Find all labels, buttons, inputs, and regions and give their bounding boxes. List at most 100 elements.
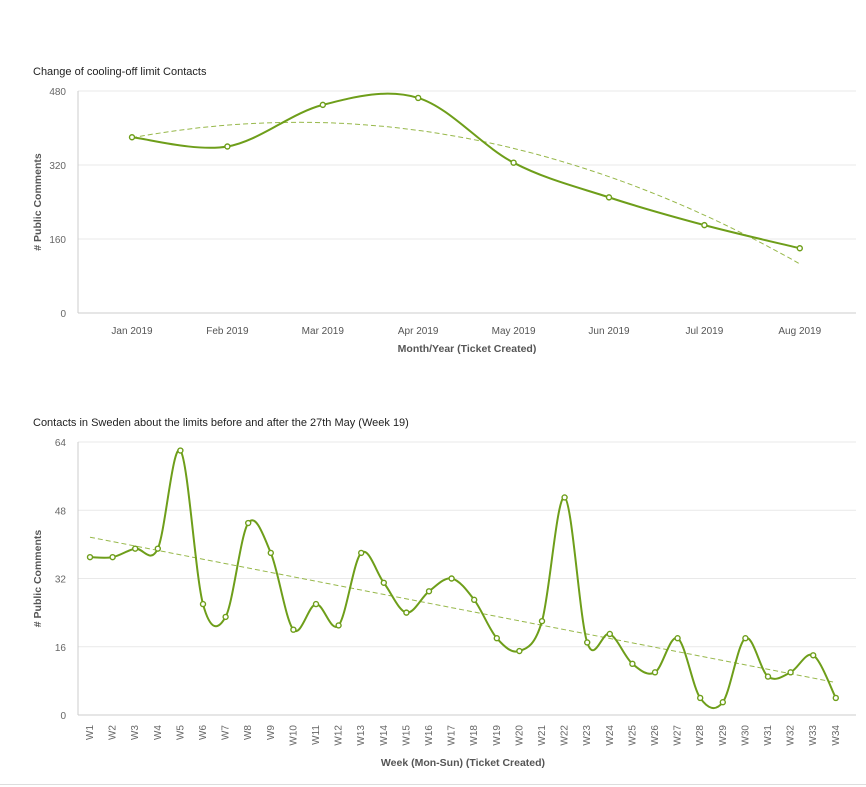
- y-tick-label: 0: [60, 711, 66, 722]
- data-point: [415, 94, 422, 102]
- data-point: [471, 596, 478, 604]
- data-point: [605, 194, 613, 201]
- x-tick-label: W5: [175, 725, 186, 740]
- data-point: [154, 545, 162, 552]
- x-tick-label: W30: [740, 725, 751, 746]
- x-tick-label: W27: [673, 725, 684, 746]
- data-point: [510, 159, 517, 166]
- data-point: [832, 694, 839, 702]
- data-point: [742, 635, 749, 642]
- data-point: [697, 694, 704, 702]
- data-point: [516, 647, 523, 655]
- data-point: [796, 245, 803, 252]
- x-tick-label: W7: [221, 725, 232, 740]
- x-tick-label: W6: [198, 725, 209, 740]
- trend-line: [131, 121, 801, 265]
- x-tick-label: W33: [808, 725, 819, 746]
- divider: [0, 784, 866, 785]
- data-point: [267, 549, 274, 557]
- y-tick-label: 0: [60, 309, 66, 320]
- data-point: [312, 600, 320, 608]
- x-tick-label: W18: [469, 725, 480, 746]
- data-point: [177, 447, 184, 454]
- x-tick-label: W23: [582, 725, 593, 746]
- x-tick-label: W13: [356, 725, 367, 746]
- x-tick-label: W25: [627, 725, 638, 746]
- data-point: [319, 101, 326, 109]
- x-tick-label: W34: [831, 725, 842, 746]
- x-tick-label: Jul 2019: [685, 326, 723, 337]
- data-point: [290, 626, 297, 633]
- data-point: [764, 673, 772, 680]
- x-tick-label: W9: [266, 725, 277, 740]
- data-point: [606, 630, 613, 638]
- y-tick-label: 16: [55, 643, 67, 654]
- x-tick-label: Mar 2019: [302, 326, 345, 337]
- data-point: [448, 575, 455, 582]
- line-chart-monthly: 0 160 320 480 Jan 2019 Feb 2019 Mar 2019 Apr 20…: [32, 87, 856, 355]
- y-tick-label: 160: [49, 235, 66, 246]
- x-tick-label: W12: [334, 725, 345, 746]
- x-tick-label: W21: [537, 725, 548, 746]
- x-tick-label: W3: [130, 725, 141, 740]
- y-tick-label: 32: [55, 575, 67, 586]
- data-point: [538, 617, 546, 625]
- x-tick-label: W28: [695, 725, 706, 746]
- x-tick-label: W17: [447, 725, 458, 746]
- y-tick-label: 480: [49, 87, 66, 98]
- data-point: [109, 553, 116, 561]
- x-tick-label: May 2019: [492, 326, 536, 337]
- data-point: [701, 221, 708, 229]
- y-tick-label: 48: [55, 506, 67, 517]
- y-tick-label: 64: [55, 438, 67, 449]
- x-tick-label: W1: [85, 725, 96, 740]
- data-point: [425, 588, 433, 595]
- x-tick-label: W11: [311, 725, 322, 745]
- x-tick-label: W26: [650, 725, 661, 746]
- data-point: [787, 669, 794, 676]
- x-tick-label: W8: [243, 725, 254, 740]
- trend-line: [89, 536, 836, 683]
- x-tick-label: W19: [492, 725, 503, 746]
- data-point: [222, 613, 229, 621]
- y-axis-title: # Public Comments: [32, 530, 44, 628]
- x-tick-label: W22: [560, 725, 571, 746]
- data-point: [493, 635, 500, 642]
- x-tick-label: W10: [288, 725, 299, 746]
- series-line: [131, 92, 801, 250]
- data-point: [131, 545, 139, 552]
- data-point: [244, 519, 252, 527]
- data-point: [380, 579, 387, 586]
- data-point: [629, 660, 636, 668]
- x-tick-label: W20: [514, 725, 525, 746]
- x-tick-label: W24: [605, 725, 616, 746]
- x-tick-label: W2: [108, 725, 119, 740]
- x-tick-label: Jan 2019: [111, 326, 153, 337]
- data-point: [358, 549, 365, 557]
- x-tick-label: W29: [718, 725, 729, 746]
- x-tick-label: W32: [786, 725, 797, 746]
- chart-title: Contacts in Sweden about the limits befo…: [33, 417, 409, 429]
- x-tick-label: W31: [763, 725, 774, 746]
- data-point: [651, 669, 659, 676]
- x-tick-label: Feb 2019: [206, 326, 249, 337]
- x-axis-title: Month/Year (Ticket Created): [398, 343, 537, 355]
- data-point: [403, 609, 410, 616]
- data-point: [674, 635, 681, 642]
- x-axis-title: Week (Mon-Sun) (Ticket Created): [381, 757, 545, 769]
- data-point: [128, 134, 136, 141]
- x-tick-label: W16: [424, 725, 435, 746]
- chart-title: Change of cooling-off limit Contacts: [33, 66, 207, 78]
- x-tick-label: W4: [153, 725, 164, 740]
- data-point: [584, 639, 591, 646]
- data-point: [810, 652, 817, 659]
- x-tick-label: Jun 2019: [588, 326, 630, 337]
- y-tick-label: 320: [49, 161, 66, 172]
- data-point: [561, 494, 568, 501]
- data-point: [224, 143, 231, 150]
- x-tick-label: W14: [379, 725, 390, 746]
- data-point: [335, 622, 342, 629]
- data-point: [199, 600, 207, 608]
- data-point: [719, 699, 726, 706]
